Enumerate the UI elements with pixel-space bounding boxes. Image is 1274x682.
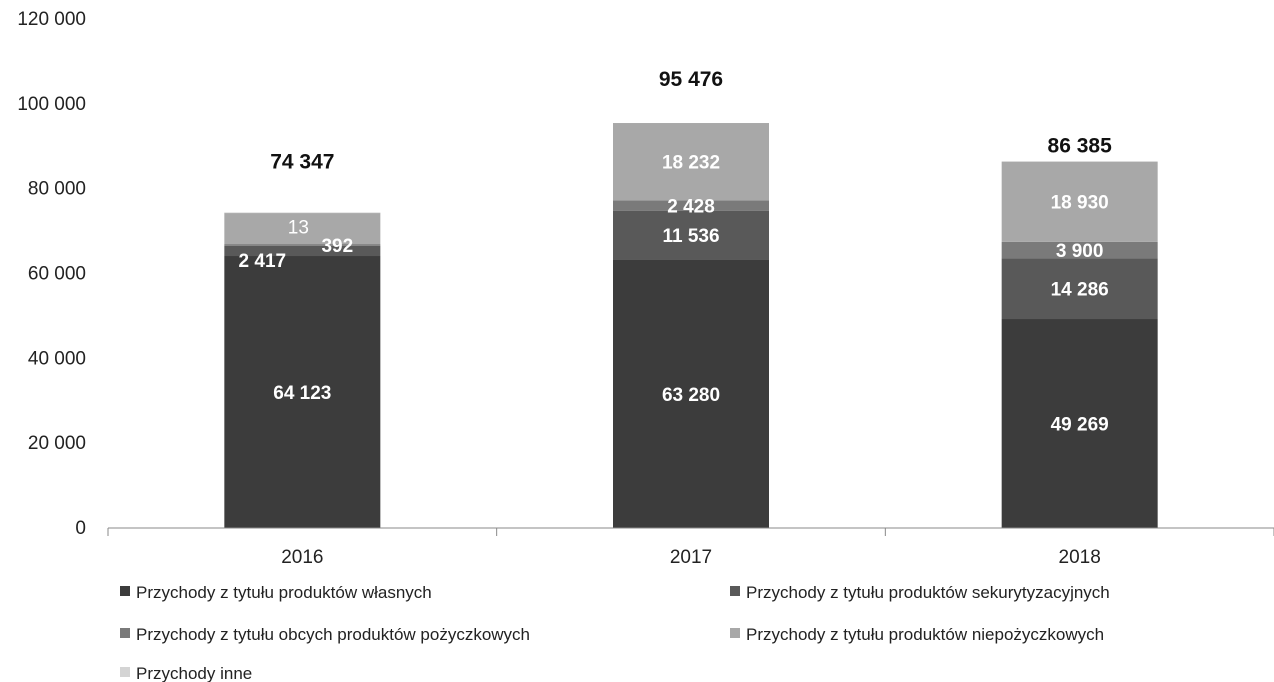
legend-swatch bbox=[120, 667, 130, 677]
total-value-label: 86 385 bbox=[1048, 135, 1113, 158]
y-tick-label: 100 000 bbox=[17, 94, 86, 115]
segment-value-label: 18 930 bbox=[1051, 193, 1109, 214]
bar-segment bbox=[1001, 161, 1158, 242]
segment-value-label: 64 123 bbox=[273, 383, 331, 404]
bar-segment bbox=[224, 212, 381, 214]
legend-swatch bbox=[120, 628, 130, 638]
bar-segment bbox=[224, 256, 381, 528]
legend-swatch bbox=[730, 586, 740, 596]
x-tick-label: 2016 bbox=[281, 547, 323, 568]
x-tick-label: 2018 bbox=[1059, 547, 1101, 568]
y-tick-label: 40 000 bbox=[28, 348, 86, 369]
bar-segment bbox=[613, 123, 769, 201]
segment-value-label: 14 286 bbox=[1051, 280, 1109, 301]
bar-segment bbox=[1001, 319, 1158, 528]
segment-value-label: 49 269 bbox=[1051, 415, 1109, 436]
segment-value-label: 392 bbox=[321, 236, 353, 257]
x-tick-label: 2017 bbox=[670, 547, 712, 568]
legend-swatch bbox=[730, 628, 740, 638]
y-axis: 0 20 000 40 000 60 000 80 000 100 000 120 000 bbox=[17, 9, 86, 539]
y-tick-label: 20 000 bbox=[28, 433, 86, 454]
legend-label: Przychody z tytułu produktów niepożyczko… bbox=[746, 625, 1104, 644]
legend: Przychody z tytułu produktów własnych Prz… bbox=[120, 583, 1110, 682]
total-value-label: 95 476 bbox=[659, 68, 723, 91]
segment-value-label: 11 536 bbox=[662, 226, 719, 247]
segment-value-label: 3 900 bbox=[1056, 241, 1104, 262]
segment-value-label: 63 280 bbox=[662, 385, 720, 406]
bar-segment bbox=[613, 210, 769, 260]
y-tick-label: 120 000 bbox=[17, 9, 86, 30]
legend-label: Przychody inne bbox=[136, 664, 252, 682]
y-tick-label: 60 000 bbox=[28, 264, 86, 285]
legend-label: Przychody z tytułu produktów własnych bbox=[136, 583, 432, 602]
segment-value-label: 2 428 bbox=[667, 197, 715, 218]
segment-value-label: 2 417 bbox=[239, 251, 287, 272]
x-axis: 2016 2017 2018 bbox=[107, 527, 1274, 568]
legend-swatch bbox=[120, 586, 130, 596]
bar-segment bbox=[224, 245, 381, 257]
bar-segment bbox=[613, 259, 769, 528]
legend-label: Przychody z tytułu obcych produktów poży… bbox=[136, 625, 530, 644]
total-value-label: 74 347 bbox=[270, 151, 334, 174]
legend-label: Przychody z tytułu produktów sekurytyzac… bbox=[746, 583, 1110, 602]
bar-segment bbox=[1001, 258, 1158, 320]
segment-value-label: 13 bbox=[288, 218, 309, 239]
y-tick-label: 80 000 bbox=[28, 179, 86, 200]
bar-segment bbox=[613, 200, 769, 211]
total-labels: 74 347 95 476 86 385 bbox=[270, 68, 1112, 174]
bar-segment bbox=[224, 212, 381, 245]
y-tick-label: 0 bbox=[75, 518, 86, 539]
bar-segment bbox=[1001, 241, 1158, 259]
bars bbox=[224, 123, 1158, 528]
segment-labels: 64 123 2 417 392 13 63 280 11 536 2 428 18 232 4… bbox=[239, 153, 1109, 436]
segment-value-label: 18 232 bbox=[662, 153, 720, 174]
bar-segment bbox=[224, 244, 381, 246]
